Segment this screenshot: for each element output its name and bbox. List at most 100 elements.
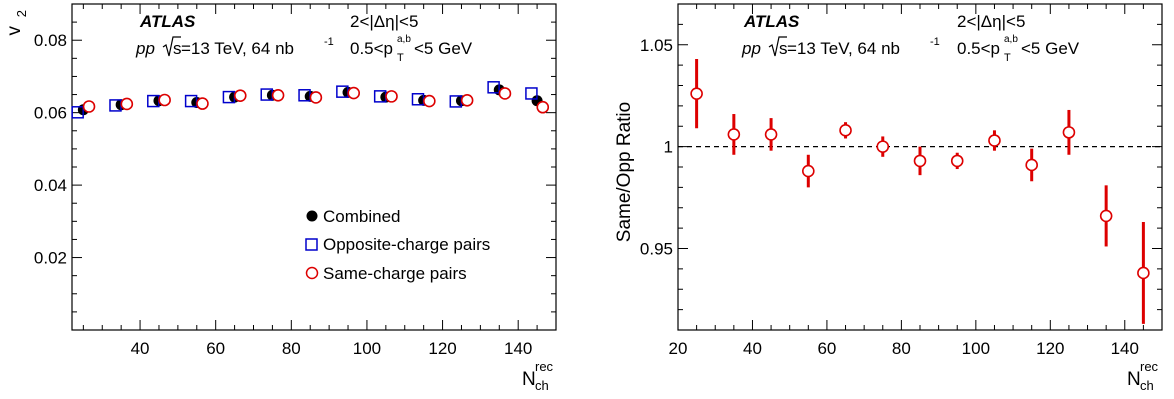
left-point-same (385, 90, 398, 103)
right-dataset-energy: s (779, 39, 788, 58)
left-y-tick-label: 0.04 (34, 176, 67, 195)
right-point-ratio (727, 128, 741, 141)
left-legend: Combined Opposite-charge pairs Same-char… (305, 207, 490, 283)
right-point-ratio (764, 128, 778, 141)
right-x-tick-label: 80 (892, 339, 911, 358)
left-experiment-label: ATLAS (139, 12, 196, 31)
legend-label-opposite: Opposite-charge pairs (323, 235, 490, 254)
left-x-tick-label: 140 (504, 339, 532, 358)
right-y-tick-label: 1.05 (640, 36, 673, 55)
left-y-tick-label: 0.06 (34, 104, 67, 123)
legend-marker-same (305, 266, 319, 280)
right-pt-pre: 0.5<p (957, 39, 1000, 58)
right-dataset-sup: -1 (930, 36, 940, 48)
right-y-tick-label: 1 (664, 138, 673, 157)
left-pt-sup: a,b (397, 34, 411, 45)
left-pt-sub: T (397, 52, 404, 64)
right-x-axis-title-sub: ch (1140, 378, 1154, 393)
left-dataset-pp: pp (135, 39, 155, 58)
left-point-same (347, 86, 361, 100)
left-point-same (82, 100, 96, 113)
left-y-axis-title-sub: 2 (14, 10, 29, 17)
left-pt-post: <5 GeV (414, 39, 473, 58)
right-point-ratio (1137, 266, 1150, 280)
left-point-same (423, 94, 436, 108)
left-point-same (498, 87, 512, 100)
left-point-same (460, 94, 474, 107)
left-x-tick-label: 80 (282, 339, 301, 358)
right-x-tick-label: 20 (669, 339, 688, 358)
right-dataset-rest: =13 TeV, 64 nb (787, 39, 900, 58)
left-point-same (233, 89, 247, 102)
left-dataset-sup: -1 (324, 36, 334, 48)
right-experiment-label: ATLAS (743, 12, 800, 31)
right-ticks: 20 40 60 80 100 120 140 0.95 1 1.05 (640, 3, 1163, 358)
left-x-tick-label: 60 (206, 339, 225, 358)
right-x-tick-label: 40 (743, 339, 762, 358)
left-point-opposite (487, 81, 500, 94)
legend-label-combined: Combined (323, 207, 401, 226)
left-x-axis-title-sub: ch (535, 378, 549, 393)
left-ticks: 40 60 80 100 120 140 0.02 0.04 0.06 0.08 (34, 3, 557, 358)
right-x-tick-label: 60 (817, 339, 836, 358)
right-point-ratio (913, 154, 927, 168)
right-x-axis-title: N rec ch (1127, 359, 1159, 393)
right-point-ratio (690, 87, 703, 100)
right-point-ratio (950, 154, 964, 168)
left-data-points (71, 81, 550, 119)
right-deta-label: 2<|Δη|<5 (957, 12, 1025, 31)
right-x-tick-label: 140 (1111, 339, 1139, 358)
left-deta-label: 2<|Δη|<5 (350, 12, 418, 31)
left-pt-pre: 0.5<p (350, 39, 393, 58)
left-chart: 40 60 80 100 120 140 0.02 0.04 0.06 0.08 v 2 N re… (4, 3, 557, 393)
legend-marker-combined (306, 210, 318, 222)
right-dataset-label: pp s =13 TeV, 64 nb -1 (741, 36, 940, 58)
left-dataset-rest: =13 TeV, 64 nb (181, 39, 294, 58)
right-point-ratio (876, 140, 890, 153)
right-y-tick-label: 0.95 (640, 240, 673, 259)
left-y-axis-title: v 2 (4, 10, 29, 36)
left-point-same (271, 88, 285, 102)
right-pt-sup: a,b (1004, 34, 1018, 45)
right-y-axis-title: Same/Opp Ratio (614, 102, 635, 242)
right-x-axis-title-text: N (1127, 369, 1141, 390)
left-x-axis-title-text: N (522, 369, 536, 390)
right-x-axis-title-sup: rec (1140, 359, 1159, 374)
left-x-tick-label: 120 (428, 339, 456, 358)
right-pt-post: <5 GeV (1021, 39, 1080, 58)
right-x-tick-label: 100 (962, 339, 990, 358)
right-data-points (690, 59, 1150, 324)
left-sqrt-icon (162, 36, 181, 57)
left-point-opposite (71, 106, 84, 119)
left-y-tick-label: 0.02 (34, 249, 67, 268)
left-point-opposite (525, 87, 538, 100)
left-point-same (309, 91, 323, 104)
right-chart: 20 40 60 80 100 120 140 0.95 1 1.05 Same/Opp Rati… (614, 3, 1163, 393)
legend-label-same: Same-charge pairs (323, 264, 467, 283)
right-dataset-pp: pp (741, 39, 761, 58)
legend-marker-opposite (305, 238, 318, 251)
left-point-same (196, 97, 209, 110)
left-pt-label: 0.5<p a,b T <5 GeV (350, 34, 473, 64)
right-point-ratio (839, 124, 852, 137)
left-point-same (536, 100, 550, 114)
right-point-ratio (988, 134, 1001, 147)
right-pt-sub: T (1004, 52, 1011, 64)
right-sqrt-icon (768, 36, 787, 57)
left-x-tick-label: 40 (131, 339, 150, 358)
left-point-same (120, 97, 134, 111)
left-dataset-label: pp s =13 TeV, 64 nb -1 (135, 36, 334, 58)
right-point-ratio (1025, 158, 1038, 172)
right-point-ratio (1099, 209, 1113, 223)
left-y-tick-label: 0.08 (34, 31, 67, 50)
left-x-tick-label: 100 (353, 339, 381, 358)
left-dataset-energy: s (173, 39, 182, 58)
left-point-opposite (184, 94, 198, 108)
right-x-tick-label: 120 (1036, 339, 1064, 358)
right-pt-label: 0.5<p a,b T <5 GeV (957, 34, 1080, 64)
right-point-ratio (802, 164, 815, 178)
left-x-axis-title: N rec ch (522, 359, 554, 393)
left-point-same (158, 93, 171, 107)
